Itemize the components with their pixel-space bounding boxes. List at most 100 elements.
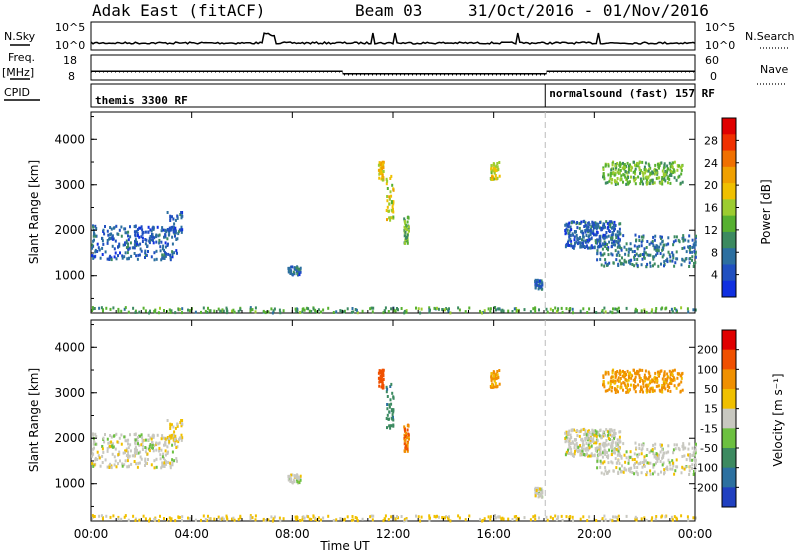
power-cell [378,172,381,176]
velocity-cell [634,441,637,445]
power-cell [173,230,176,234]
power-cell [628,181,630,185]
power-cell [176,237,179,241]
velocity-cell [392,410,395,414]
power-cell [177,232,180,236]
power-cell [540,285,543,289]
velocity-cell [420,515,423,519]
velocity-cell [152,449,155,453]
power-cell [641,171,644,174]
power-cell [655,248,658,252]
velocity-cell [483,517,486,521]
velocity-cell [646,448,649,451]
power-cell [633,258,636,261]
power-cell [624,166,627,170]
velocity-cell [611,371,614,375]
velocity-cell [296,474,299,478]
power-cell [346,307,349,311]
velocity-cell [669,373,672,377]
velocity-cell [158,449,161,453]
velocity-cell [663,384,666,388]
power-cell [100,306,103,310]
power-cell [497,307,500,311]
power-cell [614,249,617,253]
power-cell [568,221,571,225]
velocity-cell [597,432,599,436]
velocity-cell [645,390,648,394]
power-cell [666,260,669,264]
velocity-cell [674,447,677,451]
velocity-cell [589,454,592,458]
power-cell [169,310,172,314]
velocity-cell [391,413,394,417]
velocity-cell [633,368,635,372]
power-cell [169,214,172,218]
power-cell [436,306,438,310]
power-cell [535,283,538,287]
velocity-cell [620,470,622,474]
velocity-cell [629,371,631,375]
power-cell [149,235,152,239]
velocity-cell [644,459,647,463]
vel-cbar-segment [722,369,736,390]
velocity-cell [403,437,406,440]
power-cell [578,222,581,226]
power-cell [254,310,257,314]
velocity-cell [679,374,682,378]
power-cell [617,168,620,172]
velocity-cell [148,449,151,453]
power-cell [387,310,390,313]
power-cell [646,169,649,173]
power-cell [144,249,147,253]
velocity-cell [640,448,643,452]
power-cell [567,223,570,227]
velocity-cell [153,459,156,463]
power-cell [661,235,663,239]
power-cell [638,235,641,239]
power-cell [586,238,589,242]
velocity-cell [613,448,616,452]
velocity-cell [140,443,143,447]
velocity-cell [162,436,165,440]
velocity-cell [672,448,675,452]
velocity-cell [633,387,636,391]
power-cell [419,311,422,315]
power-cell [200,310,202,314]
velocity-cell [602,376,605,379]
velocity-cell [388,403,391,407]
power-cell [646,240,649,243]
power-cell [299,266,302,270]
power-cell [101,253,104,256]
power-cell [125,231,128,235]
power-cell [134,224,137,228]
velocity-cell [571,453,574,457]
power-cell [295,266,298,270]
power-cell [642,177,645,181]
power-cell [649,173,651,177]
power-cell [619,222,622,226]
power-cell [629,262,632,266]
velocity-cell [641,368,644,372]
power-cell [653,181,656,185]
power-cell [290,265,293,269]
velocity-cell [641,379,644,382]
power-cell [128,256,130,260]
power-cell [458,308,461,312]
velocity-cell [173,430,176,434]
velocity-cell [634,462,636,466]
power-cell [400,307,403,310]
power-cell [654,246,657,250]
velocity-cell [387,518,390,521]
power-cbar-tick-label: 24 [704,157,718,170]
velocity-cell [671,518,674,522]
power-cell [117,307,120,311]
power-cell [302,307,305,311]
velocity-cell [403,517,406,521]
velocity-cell [573,428,576,432]
velocity-cell [157,442,160,446]
power-cell [681,180,684,184]
power-cell [625,248,628,252]
velocity-cell [682,447,685,451]
velocity-cell [588,446,591,450]
